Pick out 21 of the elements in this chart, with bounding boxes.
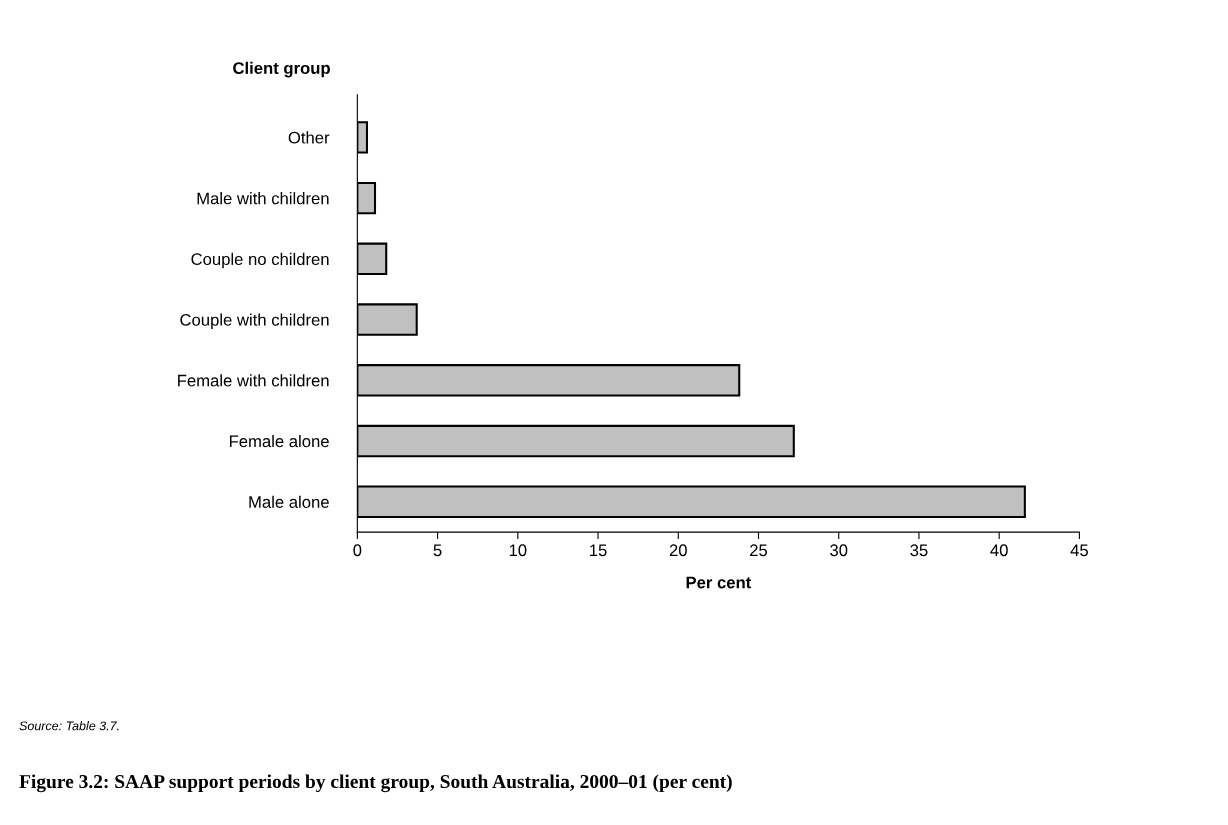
x-tick-label: 25 bbox=[750, 544, 768, 557]
y-tick-label: Couple no children bbox=[191, 252, 329, 269]
y-tick-label: Couple with children bbox=[180, 313, 329, 330]
y-tick-label: Female with children bbox=[178, 374, 329, 387]
x-tick-label: 5 bbox=[433, 544, 442, 557]
x-axis-title: Per cent bbox=[686, 576, 752, 589]
y-axis-title: Client group bbox=[233, 61, 330, 78]
x-tick-label: 10 bbox=[509, 544, 527, 557]
y-tick-label: Other bbox=[288, 131, 330, 144]
text: Figure 3.2: SAAP support periods by client group, South Australia, 2000–01 (per cent) bbox=[19, 774, 732, 793]
x-tick-label: 15 bbox=[590, 544, 607, 557]
x-tick-label: 45 bbox=[1070, 544, 1088, 557]
y-tick-label: Male alone bbox=[249, 495, 329, 508]
x-tick-label: 30 bbox=[830, 544, 848, 557]
y-tick-label: Female alone bbox=[229, 434, 329, 448]
x-tick-label: 0 bbox=[353, 544, 362, 557]
x-tick-label: 20 bbox=[669, 544, 687, 557]
x-tick-label: 40 bbox=[990, 544, 1008, 557]
x-tick-label: 35 bbox=[910, 544, 928, 557]
source-note: Source: Table 3.7. bbox=[19, 721, 119, 731]
y-tick-label: Male with children bbox=[197, 192, 329, 205]
